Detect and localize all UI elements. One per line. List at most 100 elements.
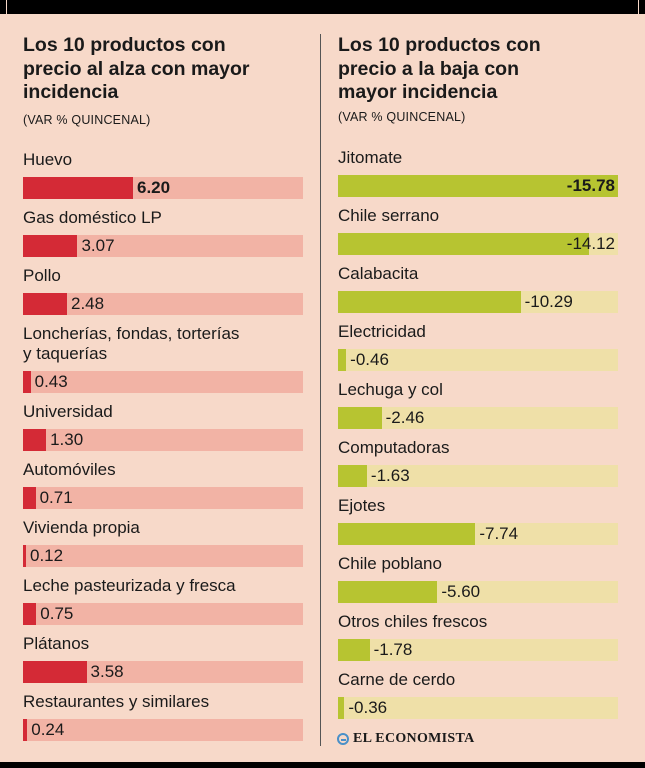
bottom-border	[0, 762, 645, 768]
bar-track: 6.20	[23, 177, 303, 199]
category-label: Computadoras	[338, 438, 450, 458]
category-label: Universidad	[23, 402, 113, 422]
category-label-line: Electricidad	[338, 322, 426, 341]
category-label-line: Plátanos	[23, 634, 90, 653]
category-label-line: Gas doméstico LP	[23, 208, 162, 227]
bar	[338, 465, 367, 487]
logo-text: EL ECONOMISTA	[353, 731, 475, 746]
bar-track: -7.74	[338, 523, 618, 545]
category-label: Carne de cerdo	[338, 670, 455, 690]
bar	[23, 487, 36, 509]
bar	[338, 697, 345, 719]
bar-track: 0.75	[23, 603, 303, 625]
data-label: 0.71	[39, 488, 73, 507]
category-label-line: Chile poblano	[338, 554, 442, 573]
chart-title: Los 10 productos con precio al alza con m…	[23, 34, 250, 105]
data-label: -10.29	[524, 292, 573, 311]
publisher-logo: EL ECONOMISTA	[337, 731, 475, 747]
chart-subtitle: (VAR % QUINCENAL)	[23, 113, 151, 127]
category-label: Otros chiles frescos	[338, 612, 487, 632]
chart-title-line: Los 10 productos con	[23, 34, 226, 56]
bar	[23, 719, 28, 741]
bar-track: -5.60	[338, 581, 618, 603]
bar	[338, 639, 370, 661]
bar	[338, 175, 618, 197]
data-label: -0.36	[348, 698, 388, 717]
data-label: 0.24	[31, 720, 65, 739]
data-label: -7.74	[479, 524, 519, 543]
category-label: Electricidad	[338, 322, 426, 342]
data-label: -2.46	[385, 408, 425, 427]
bar-track: -15.78	[338, 175, 618, 197]
category-label-line: y taquerías	[23, 344, 108, 363]
category-label: Chile serrano	[338, 206, 439, 226]
category-label-line: Automóviles	[23, 460, 116, 479]
data-label: 3.07	[81, 236, 115, 255]
data-label: -5.60	[441, 582, 481, 601]
bar	[23, 293, 67, 315]
category-label-line: Loncherías, fondas, torterías	[23, 324, 240, 343]
data-label: -14.12	[566, 234, 615, 253]
data-label: 2.48	[71, 294, 105, 313]
bar-track: -0.36	[338, 697, 618, 719]
bar-track: -0.46	[338, 349, 618, 371]
data-label: 0.43	[34, 372, 68, 391]
data-label: 6.20	[137, 178, 171, 197]
bar-track: 3.07	[23, 235, 303, 257]
category-label: Ejotes	[338, 496, 385, 516]
category-label-line: Computadoras	[338, 438, 450, 457]
top-border	[0, 0, 645, 14]
category-label: Jitomate	[338, 148, 402, 168]
category-label: Plátanos	[23, 634, 89, 654]
bar	[338, 233, 589, 255]
chart-title-line: precio al alza con mayor	[23, 57, 250, 80]
bar-track: -1.63	[338, 465, 618, 487]
chart-title-line: incidencia	[23, 81, 119, 103]
bar-track: 0.43	[23, 371, 303, 393]
category-label: Gas doméstico LP	[23, 208, 162, 228]
chart-title-line: mayor incidencia	[338, 81, 498, 103]
category-label-line: Pollo	[23, 266, 61, 285]
category-label: Chile poblano	[338, 554, 442, 574]
category-label: Leche pasteurizada y fresca	[23, 576, 236, 596]
category-label-line: Calabacita	[338, 264, 419, 283]
bar	[23, 661, 87, 683]
category-label: Pollo	[23, 266, 61, 286]
category-label-line: Vivienda propia	[23, 518, 140, 537]
bar-track: 1.30	[23, 429, 303, 451]
category-label-line: Restaurantes y similares	[23, 692, 210, 711]
category-label-line: Universidad	[23, 402, 113, 421]
category-label: Calabacita	[338, 264, 418, 284]
data-label: 0.75	[40, 604, 74, 623]
category-label: Automóviles	[23, 460, 116, 480]
bar-track: -14.12	[338, 233, 618, 255]
bar-track: 2.48	[23, 293, 303, 315]
bar	[23, 603, 37, 625]
bar	[23, 545, 26, 567]
bar-track: -1.78	[338, 639, 618, 661]
chart-title-line: precio a la baja con	[338, 57, 519, 80]
category-label-line: Lechuga y col	[338, 380, 443, 399]
category-label-line: Leche pasteurizada y fresca	[23, 576, 236, 595]
category-label: Huevo	[23, 150, 72, 170]
bar-track: 0.71	[23, 487, 303, 509]
bar	[338, 523, 476, 545]
bar	[338, 407, 382, 429]
category-label: Loncherías, fondas, torterías y taquerías	[23, 324, 239, 364]
category-label-line: Jitomate	[338, 148, 403, 167]
bar	[23, 235, 78, 257]
bar-track: 0.24	[23, 719, 303, 741]
data-label: -0.46	[350, 350, 389, 369]
data-label: 0.12	[30, 546, 64, 565]
bar-track: -2.46	[338, 407, 618, 429]
category-label-line: Otros chiles frescos	[338, 612, 488, 631]
data-label: 3.58	[90, 662, 124, 681]
panel-divider	[320, 34, 321, 746]
category-label-line: Chile serrano	[338, 206, 440, 225]
bar	[23, 429, 47, 451]
category-label: Vivienda propia	[23, 518, 140, 538]
bar-track: -10.29	[338, 291, 618, 313]
bar-track: 3.58	[23, 661, 303, 683]
chart-subtitle: (VAR % QUINCENAL)	[338, 110, 466, 124]
category-label: Lechuga y col	[338, 380, 443, 400]
